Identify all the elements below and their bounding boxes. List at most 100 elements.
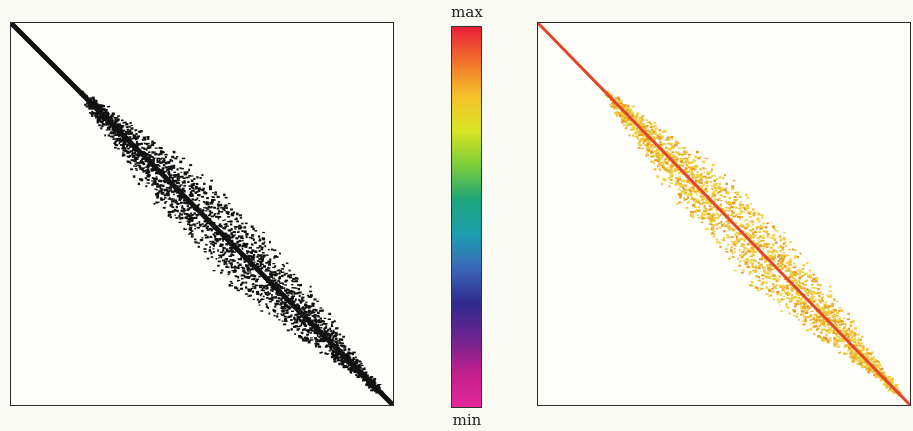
matrix-entry (197, 188, 201, 191)
matrix-entry (622, 119, 626, 122)
matrix-entry (684, 157, 687, 159)
matrix-entry (296, 315, 300, 319)
matrix-entry (786, 297, 789, 299)
matrix-entry (191, 216, 194, 220)
matrix-entry (358, 363, 361, 366)
matrix-entry (809, 299, 813, 301)
matrix-entry (751, 233, 755, 236)
matrix-entry (859, 349, 862, 352)
matrix-entry (368, 386, 372, 388)
matrix-entry (166, 169, 170, 172)
matrix-entry (338, 362, 341, 366)
matrix-entry (215, 238, 218, 241)
matrix-entry (185, 212, 188, 216)
matrix-entry (617, 99, 621, 102)
matrix-entry (840, 309, 842, 312)
matrix-entry (306, 333, 310, 336)
matrix-entry (683, 151, 686, 154)
matrix-entry (187, 176, 190, 179)
matrix-entry (772, 286, 776, 288)
matrix-entry (705, 199, 708, 202)
matrix-entry (373, 379, 376, 382)
matrix-entry (314, 344, 317, 346)
matrix-entry (802, 305, 805, 309)
matrix-entry (255, 279, 258, 283)
matrix-entry (302, 339, 305, 342)
matrix-entry (838, 327, 842, 329)
matrix-entry (116, 139, 121, 142)
matrix-entry (101, 125, 104, 128)
matrix-entry (855, 359, 858, 362)
matrix-entry (309, 313, 312, 316)
matrix-entry (770, 275, 773, 277)
matrix-entry (169, 213, 172, 216)
matrix-entry (274, 303, 278, 306)
matrix-entry (695, 164, 699, 167)
matrix-entry (216, 195, 220, 198)
matrix-entry (773, 254, 777, 257)
matrix-entry (812, 273, 816, 276)
matrix-entry (199, 188, 202, 191)
matrix-entry (699, 185, 702, 187)
matrix-entry (246, 252, 249, 255)
matrix-entry (619, 109, 623, 112)
matrix-entry (812, 316, 815, 319)
matrix-entry (156, 182, 159, 186)
matrix-entry (658, 138, 662, 141)
matrix-entry (694, 166, 699, 169)
matrix-entry (169, 204, 173, 207)
matrix-entry (723, 223, 726, 225)
matrix-entry (667, 177, 670, 179)
matrix-entry (675, 156, 678, 159)
matrix-entry (265, 261, 269, 264)
matrix-entry (138, 161, 142, 164)
matrix-entry (642, 135, 644, 138)
matrix-entry (297, 328, 301, 330)
matrix-entry (314, 309, 318, 312)
matrix-entry (109, 116, 112, 119)
matrix-entry (739, 225, 743, 227)
matrix-entry (354, 361, 358, 365)
matrix-entry (161, 161, 164, 164)
matrix-entry (697, 179, 701, 183)
matrix-entry (248, 255, 252, 258)
matrix-entry (151, 140, 154, 143)
matrix-entry (258, 300, 262, 303)
matrix-entry (787, 269, 791, 272)
matrix-entry (280, 286, 283, 288)
matrix-entry (747, 248, 750, 251)
matrix-entry (867, 370, 870, 373)
matrix-entry (265, 284, 268, 288)
matrix-entry (230, 233, 234, 236)
matrix-entry (659, 157, 663, 160)
matrix-entry (191, 218, 194, 222)
matrix-entry (750, 262, 754, 265)
matrix-entry (167, 210, 171, 214)
matrix-entry (822, 336, 826, 340)
matrix-entry (784, 291, 788, 294)
matrix-entry (237, 265, 240, 269)
matrix-entry (216, 212, 220, 215)
matrix-entry (181, 189, 185, 192)
matrix-entry (211, 228, 214, 230)
matrix-entry (801, 274, 804, 278)
matrix-entry (132, 175, 136, 178)
matrix-entry (239, 216, 243, 219)
matrix-entry (682, 147, 687, 150)
matrix-entry (243, 271, 247, 274)
matrix-entry (742, 206, 744, 209)
matrix-entry (692, 174, 696, 177)
matrix-entry (146, 136, 150, 139)
matrix-entry (745, 207, 748, 210)
matrix-entry (129, 162, 132, 165)
matrix-entry (868, 369, 872, 372)
matrix-entry (657, 160, 660, 163)
matrix-entry (709, 208, 713, 211)
matrix-entry (771, 257, 774, 260)
matrix-entry (283, 273, 286, 276)
matrix-entry (673, 145, 676, 147)
matrix-entry (837, 335, 840, 338)
matrix-entry (283, 287, 286, 290)
matrix-entry (787, 277, 790, 280)
matrix-entry (639, 123, 643, 126)
